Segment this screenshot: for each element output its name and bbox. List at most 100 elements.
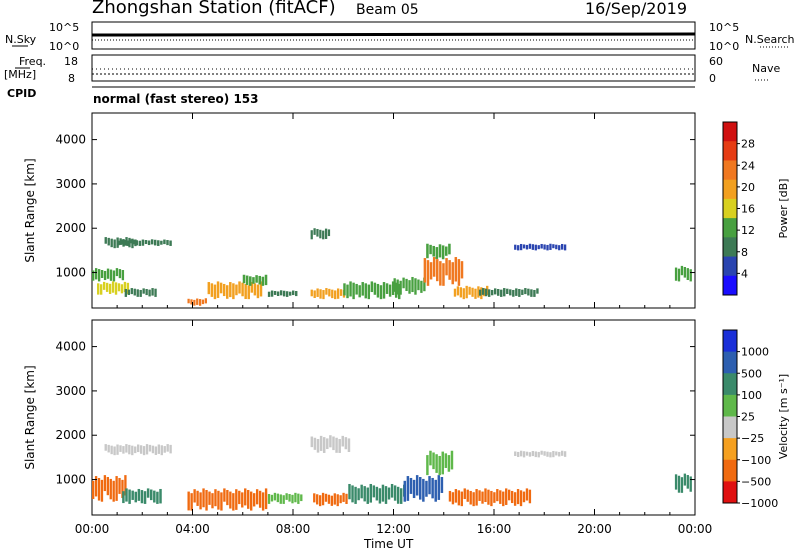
scatter-patch (436, 259, 439, 282)
scatter-patch (466, 489, 469, 502)
x-tick-label: 00:00 (678, 522, 713, 536)
x-tick-label: 04:00 (175, 522, 210, 536)
scatter-patch (536, 288, 539, 294)
scatter-patch (160, 240, 163, 245)
scatter-patch (477, 286, 480, 298)
mode-label: normal (fast stereo) 153 (93, 92, 259, 106)
y-tick-label: 1000 (55, 473, 86, 487)
scatter-patch (493, 492, 496, 503)
scatter-patch (157, 444, 161, 454)
scatter-patch (677, 475, 681, 493)
scatter-patch (338, 439, 341, 453)
scatter-patch (517, 245, 520, 251)
scatter-patch (219, 282, 223, 294)
scatter-patch (500, 289, 503, 297)
scatter-patch (117, 283, 121, 292)
scatter-patch (531, 244, 535, 250)
scatter-patch (319, 435, 323, 451)
scatter-patch (552, 244, 555, 249)
scatter-patch (384, 486, 388, 504)
colorbar-cell (723, 122, 737, 142)
scatter-patch (325, 288, 328, 295)
colorbar-cell (723, 237, 737, 257)
nave-label: Nave (752, 62, 781, 75)
scatter-patch (270, 290, 274, 297)
scatter-patch (419, 477, 422, 500)
scatter-patch (193, 489, 196, 503)
scatter-patch (154, 446, 158, 455)
scatter-patch (527, 288, 530, 296)
x-tick-label: 08:00 (276, 522, 311, 536)
scatter-patch (327, 229, 331, 237)
y-tick-label: 4000 (55, 133, 86, 147)
scatter-patch (126, 240, 129, 246)
scatter-patch (372, 485, 376, 498)
scatter-patch (139, 289, 142, 297)
scatter-patch (519, 450, 523, 457)
scatter-patch (144, 240, 148, 245)
scatter-patch (244, 283, 247, 300)
colorbar-tick-label: −500 (741, 475, 771, 488)
scatter-patch (193, 299, 196, 306)
scatter-patch (367, 284, 371, 300)
scatter-patch (205, 489, 208, 511)
x-tick-label: 12:00 (376, 522, 411, 536)
scatter-patch (426, 243, 429, 259)
scatter-patch (540, 243, 543, 249)
scatter-patch (97, 269, 101, 282)
scatter-patch (689, 476, 692, 492)
scatter-patch (245, 275, 249, 285)
scatter-patch (437, 475, 441, 500)
scatter-patch (555, 451, 558, 456)
colorbar-cell (723, 218, 737, 238)
scatter-patch (537, 245, 540, 250)
scatter-patch (408, 280, 411, 294)
scatter-patch (300, 494, 303, 502)
scatter-patch (333, 493, 336, 505)
scatter-patch (432, 245, 435, 257)
scatter-patch (122, 491, 125, 504)
scatter-patch (110, 238, 113, 248)
scatter-patch (330, 495, 334, 506)
scatter-patch (151, 288, 154, 296)
power-panel (91, 112, 696, 309)
scatter-patch (120, 284, 124, 294)
scatter-patch (411, 276, 414, 293)
scatter-patch (232, 493, 235, 511)
scatter-patch (420, 280, 423, 293)
scatter-patch (110, 445, 113, 455)
scatter-patch (238, 490, 241, 505)
scatter-patch (534, 244, 537, 251)
scatter-patch (92, 480, 95, 499)
scatter-patch (465, 285, 468, 299)
scatter-patch (201, 299, 205, 305)
scatter-patch (677, 268, 681, 282)
scatter-patch (142, 446, 146, 456)
scatter-patch (435, 454, 438, 473)
scatter-patch (360, 484, 363, 499)
scatter-patch (517, 451, 520, 458)
freq-tick-high: 18 (64, 55, 78, 68)
scatter-patch (128, 444, 131, 455)
scatter-patch (689, 269, 692, 282)
x-tick-label: 00:00 (75, 522, 110, 536)
scatter-patch (336, 288, 340, 299)
freq-label: Freq. (19, 55, 47, 68)
scatter-patch (447, 455, 451, 472)
colorbar-tick-label: −1000 (741, 497, 778, 510)
scatter-patch (198, 299, 202, 306)
scatter-patch (316, 229, 319, 237)
scatter-patch (363, 486, 366, 502)
scatter-patch (487, 489, 490, 505)
scatter-patch (484, 488, 487, 502)
scatter-patch (223, 488, 226, 502)
scatter-patch (313, 228, 316, 235)
velocity-panel (91, 319, 696, 516)
scatter-patch (514, 244, 517, 250)
scatter-patch (106, 477, 109, 496)
nsky-label: N.Sky (5, 33, 37, 46)
scatter-patch (552, 450, 555, 458)
scatter-patch (459, 287, 462, 298)
scatter-patch (429, 262, 433, 280)
scatter-patch (429, 244, 432, 255)
